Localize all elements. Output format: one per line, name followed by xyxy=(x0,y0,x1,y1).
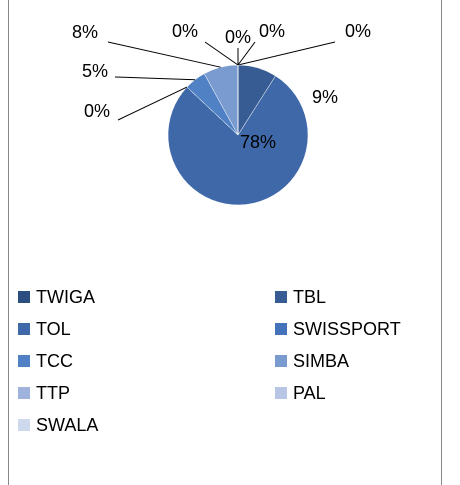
legend-label: SWISSPORT xyxy=(293,319,401,339)
legend-swatch xyxy=(18,291,30,303)
legend-label: TBL xyxy=(293,287,326,307)
legend-swatch xyxy=(275,291,287,303)
leader-line xyxy=(237,41,256,66)
legend-label: TTP xyxy=(36,383,70,403)
data-label: 0% xyxy=(84,101,110,121)
legend-label: SWALA xyxy=(36,415,98,435)
data-label: 0% xyxy=(172,21,198,41)
pie-slice xyxy=(167,75,309,206)
leader-line xyxy=(117,86,188,121)
leader-line xyxy=(204,41,239,66)
legend-swatch xyxy=(18,323,30,335)
data-label: 0% xyxy=(259,21,285,41)
data-label: 8% xyxy=(72,22,98,42)
legend-swatch xyxy=(275,323,287,335)
legend-swatch xyxy=(18,387,30,399)
data-label: 5% xyxy=(82,61,108,81)
legend-swatch xyxy=(275,355,287,367)
legend-swatch xyxy=(275,387,287,399)
data-label: 9% xyxy=(312,87,338,107)
legend-label: TOL xyxy=(36,319,71,339)
data-label: 0% xyxy=(225,27,251,47)
legend-label: PAL xyxy=(293,383,326,403)
legend-label: SIMBA xyxy=(293,351,349,371)
legend-label: TCC xyxy=(36,351,73,371)
legend-label: TWIGA xyxy=(36,287,95,307)
data-label: 0% xyxy=(345,21,371,41)
leader-line xyxy=(114,76,196,81)
legend-swatch xyxy=(18,419,30,431)
leader-line xyxy=(107,41,221,68)
legend-swatch xyxy=(18,355,30,367)
data-label: 78% xyxy=(240,132,276,152)
leader-line xyxy=(237,41,336,66)
